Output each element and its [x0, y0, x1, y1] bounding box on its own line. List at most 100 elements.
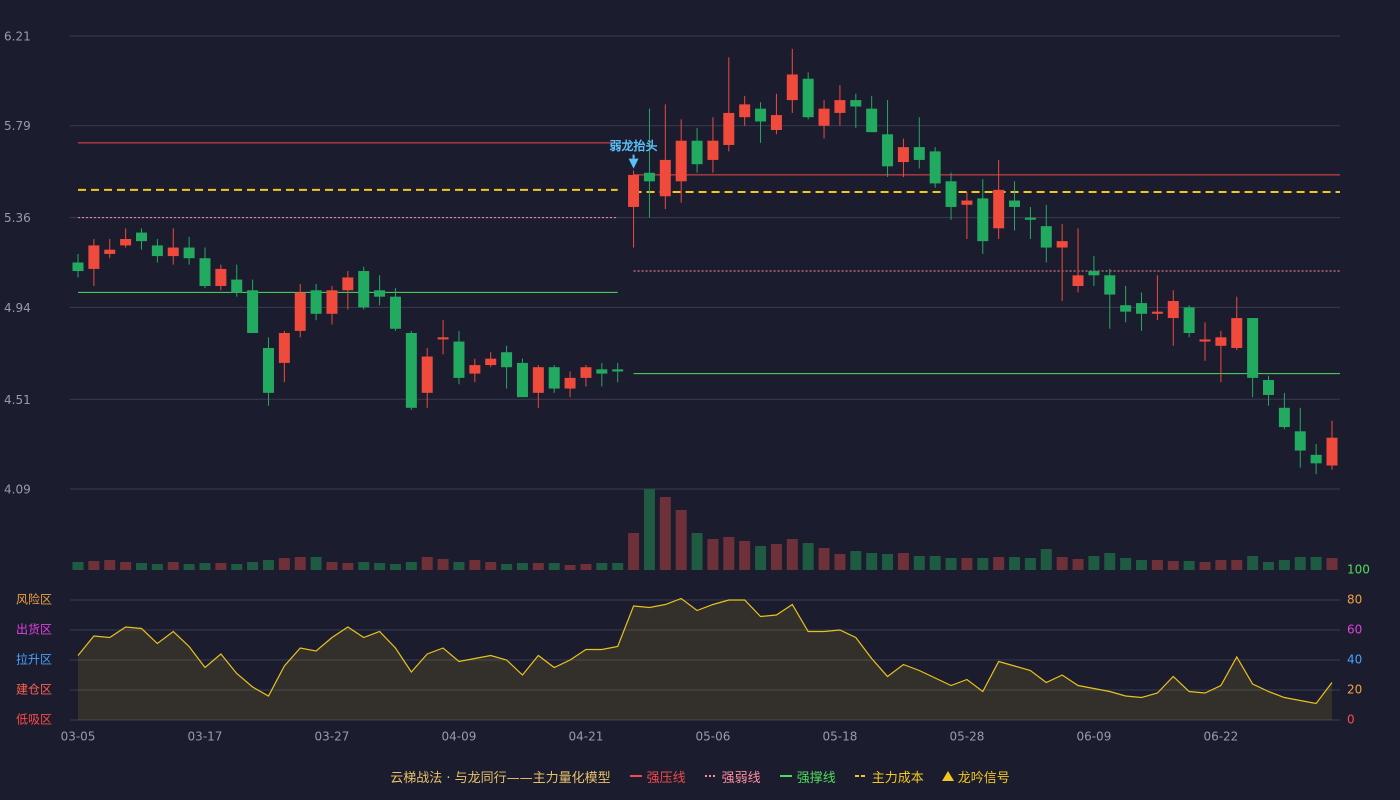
volume-bar: [151, 564, 163, 570]
volume-bar: [1151, 560, 1163, 570]
volume-bar: [374, 563, 386, 570]
legend-label: 强撑线: [796, 770, 836, 786]
volume-bar: [231, 564, 243, 570]
candle-body: [707, 140, 719, 160]
volume-bar: [167, 562, 179, 570]
candle-body: [421, 356, 433, 393]
y-tick-label: 80: [1347, 593, 1362, 607]
volume-bar: [421, 557, 433, 570]
candle-body: [643, 172, 655, 182]
legend: 云梯战法 · 与龙同行——主力量化模型 强压线 强弱线 强撑线 主力成本 龙吟信号: [0, 764, 1400, 788]
candle-body: [516, 362, 528, 398]
volume-bar: [1104, 553, 1116, 570]
volume-bar: [501, 564, 513, 570]
candle-body: [326, 290, 338, 314]
volume-bar: [993, 557, 1005, 570]
legend-label: 主力成本: [871, 770, 924, 786]
candle-body: [1294, 431, 1306, 451]
candle-body: [231, 279, 243, 293]
candle-body: [850, 100, 862, 107]
zone-label: 低吸区: [16, 713, 52, 727]
zone-label: 出货区: [16, 622, 52, 637]
volume-bar: [389, 564, 401, 570]
legend-title: 云梯战法 · 与龙同行——主力量化模型: [390, 770, 611, 786]
legend-swatch: [704, 775, 717, 777]
zone-label: 建仓区: [16, 683, 52, 697]
candle-body: [199, 258, 211, 287]
candle-body: [723, 112, 735, 145]
volume-bar: [596, 563, 608, 570]
volume-bar: [786, 539, 798, 570]
candle-body: [469, 365, 481, 374]
volume-bar: [516, 563, 528, 570]
candle-body: [659, 159, 671, 197]
volume-bar: [485, 562, 497, 570]
y-tick-label: 100: [1347, 563, 1370, 577]
x-tick-label: 06-22: [1203, 730, 1238, 744]
volume-bar: [437, 559, 449, 570]
volume-bar: [532, 563, 544, 570]
y-tick-label: 4.51: [4, 393, 31, 407]
volume-bar: [1294, 557, 1306, 570]
candle-body: [358, 271, 370, 308]
legend-label: 强压线: [646, 770, 686, 786]
candle-body: [770, 115, 782, 131]
volume-bar: [675, 510, 687, 570]
volume-bar: [1326, 558, 1338, 570]
y-tick-label: 20: [1347, 683, 1362, 697]
candle-body: [405, 333, 417, 408]
volume-bar: [326, 562, 338, 570]
volume-bar: [580, 564, 592, 570]
candle-body: [1104, 275, 1116, 295]
volume-bar: [961, 558, 973, 570]
volume-bar: [1263, 562, 1275, 570]
candle-body: [532, 367, 544, 393]
candle-body: [580, 367, 592, 378]
candle-body: [897, 147, 909, 163]
volume-bar: [88, 561, 100, 570]
chart: 4.09 4.51 4.94 5.36 5.79 6.21 03-05 03-17 03-27 0…: [4, 30, 1370, 744]
candle-body: [977, 198, 989, 242]
volume-bar: [770, 544, 782, 570]
volume-bar: [882, 554, 894, 570]
volume-bar: [628, 533, 640, 570]
volume-bar: [1088, 556, 1100, 570]
candle-body: [437, 337, 449, 340]
candle-body: [834, 100, 846, 113]
legend-triangle: [941, 771, 954, 781]
candle-body: [1310, 454, 1322, 464]
candle-body: [278, 333, 290, 363]
y-tick-label: 5.36: [4, 211, 31, 225]
candle-body: [215, 268, 227, 287]
candle-body: [1151, 311, 1163, 314]
x-tick-label: 05-06: [695, 730, 730, 744]
candle-body: [1247, 318, 1259, 378]
volume-bar: [104, 560, 116, 570]
volume-bar: [358, 562, 370, 570]
legend-swatch: [779, 775, 792, 777]
candle-body: [945, 181, 957, 207]
y-tick-label: 5.79: [4, 119, 31, 133]
candle-body: [183, 247, 195, 259]
volume-bar: [850, 551, 862, 570]
volume-bar: [659, 497, 671, 570]
candle-body: [1231, 318, 1243, 348]
volume-bar: [262, 560, 274, 570]
candle-body: [1009, 200, 1021, 207]
x-tick-label: 03-17: [188, 730, 223, 744]
volume-bar: [135, 563, 147, 570]
volume-bar: [310, 557, 322, 570]
volume-bar: [548, 563, 560, 570]
volume-bar: [929, 556, 941, 570]
volume-bar: [643, 489, 655, 570]
volume-bar: [1120, 558, 1132, 570]
volume-bar: [294, 557, 306, 570]
candle-body: [1040, 226, 1052, 248]
volume-bar: [564, 565, 576, 570]
volume-bar: [1310, 557, 1322, 570]
candle-body: [596, 369, 608, 374]
volume-bar: [405, 562, 417, 570]
volume-bar: [1040, 549, 1052, 570]
volume-bar: [120, 562, 132, 570]
